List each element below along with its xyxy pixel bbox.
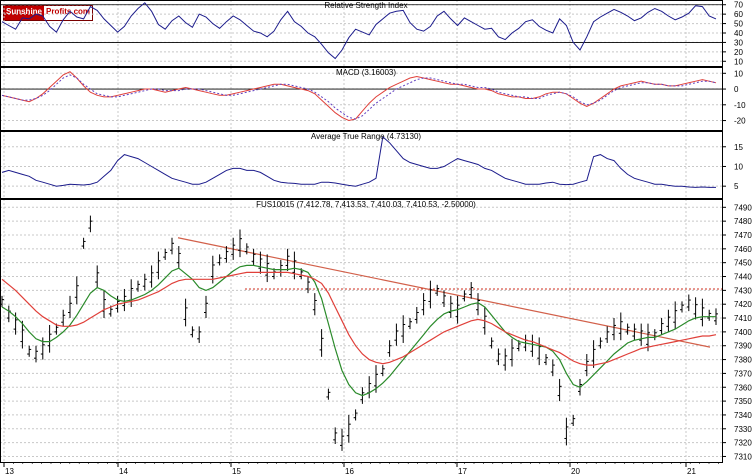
panel-title: Relative Strength Index: [324, 1, 407, 10]
y-tick-label: 7450: [734, 259, 752, 268]
y-tick-label: 7390: [734, 342, 752, 351]
y-tick-label: -10: [734, 101, 746, 110]
y-tick-label: 30: [734, 38, 743, 47]
y-tick-label: 7440: [734, 273, 752, 282]
x-tick-label: 16: [345, 467, 354, 476]
panel-frame: [0, 131, 723, 199]
y-tick-label: 7410: [734, 314, 752, 323]
y-tick-label: 7340: [734, 411, 752, 420]
y-tick-label: 70: [734, 1, 743, 10]
panel-title: FUS10015 (7,412.78, 7,413.53, 7,410.03, …: [256, 200, 476, 209]
y-tick-label: 7460: [734, 245, 752, 254]
y-tick-label: 7480: [734, 217, 752, 226]
y-tick-label: 7370: [734, 369, 752, 378]
x-tick-label: 13: [5, 467, 14, 476]
panel-frame: [0, 67, 723, 131]
macd-line-1: [1, 74, 717, 120]
y-tick-label: -20: [734, 117, 746, 126]
panel-title: Average True Range (4.73130): [311, 132, 421, 141]
y-tick-label: 0: [734, 85, 739, 94]
sunshine-profits-logo[interactable]: Sunshine Profits.com: [3, 5, 94, 21]
y-tick-label: 7380: [734, 356, 752, 365]
y-tick-label: 7490: [734, 203, 752, 212]
y-tick-label: 15: [734, 143, 743, 152]
y-tick-label: 60: [734, 10, 743, 19]
y-tick-label: 7310: [734, 452, 752, 461]
y-tick-label: 10: [734, 69, 743, 78]
logo-text-sunshine: Sunshine: [4, 6, 45, 20]
y-tick-label: 7430: [734, 286, 752, 295]
x-tick-label: 21: [687, 467, 696, 476]
macd-line: [1, 71, 717, 122]
panel-title: MACD (3.16003): [336, 68, 396, 77]
x-tick-label: 17: [458, 467, 467, 476]
atr-line: [1, 135, 716, 188]
x-tick-label: 14: [119, 467, 128, 476]
y-tick-label: 5: [734, 182, 739, 191]
panel-frame: [0, 0, 723, 67]
rsi-line: [1, 2, 717, 60]
y-tick-label: 7360: [734, 383, 752, 392]
y-tick-label: 20: [734, 48, 743, 57]
price-line-2: [1, 271, 717, 366]
y-tick-label: 10: [734, 162, 743, 171]
y-tick-label: 7330: [734, 425, 752, 434]
y-tick-label: 40: [734, 29, 743, 38]
y-tick-label: 7400: [734, 328, 752, 337]
y-tick-label: 7350: [734, 397, 752, 406]
x-tick-label: 20: [571, 467, 580, 476]
y-tick-label: 10: [734, 57, 743, 66]
y-tick-label: 7470: [734, 231, 752, 240]
price-line-1: [1, 264, 716, 397]
y-tick-label: 7420: [734, 300, 752, 309]
x-tick-label: 15: [232, 467, 241, 476]
y-tick-label: 7320: [734, 439, 752, 448]
y-tick-label: 50: [734, 20, 743, 29]
